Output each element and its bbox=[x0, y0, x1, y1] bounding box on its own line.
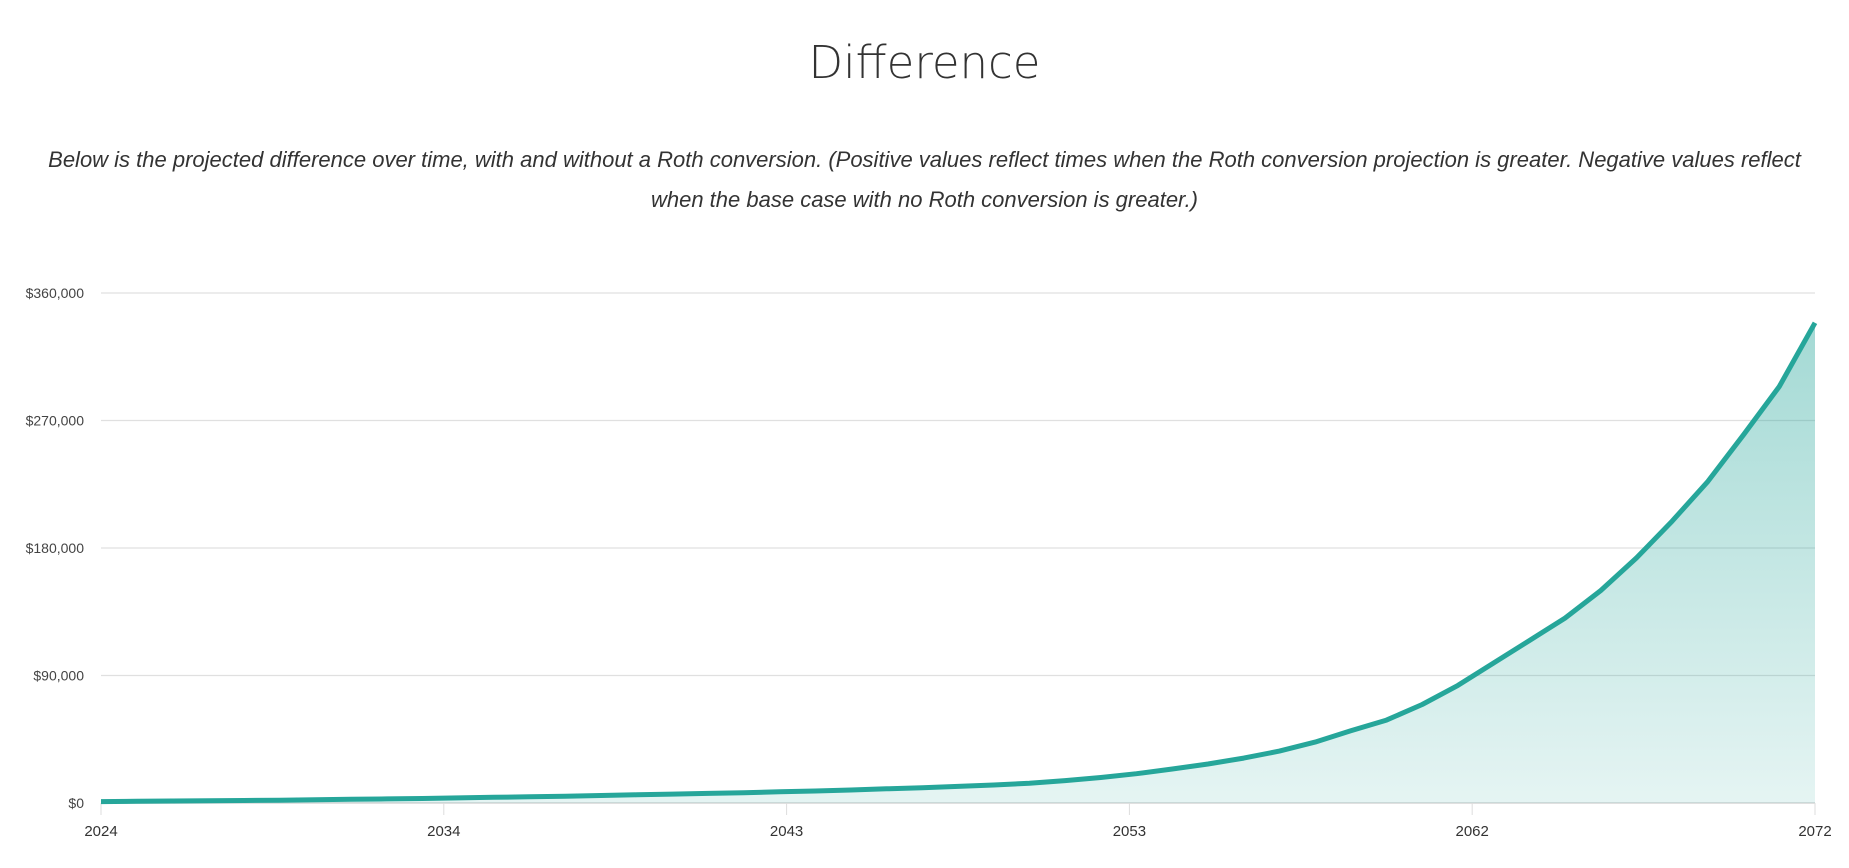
data-point-2043 bbox=[777, 789, 782, 794]
data-point-2029 bbox=[277, 798, 282, 803]
data-point-2028 bbox=[241, 798, 246, 803]
y-tick-label: $90,000 bbox=[33, 668, 84, 684]
data-point-2049 bbox=[991, 783, 996, 788]
area-fill bbox=[101, 322, 1815, 803]
data-point-2068 bbox=[1670, 519, 1675, 524]
x-tick-label: 2034 bbox=[427, 823, 460, 840]
data-point-2066 bbox=[1598, 588, 1603, 593]
x-tick-label: 2053 bbox=[1113, 823, 1146, 840]
data-point-2032 bbox=[384, 796, 389, 801]
chart-title: Difference bbox=[808, 36, 1041, 89]
data-point-2026 bbox=[170, 799, 175, 804]
data-point-2024 bbox=[99, 799, 104, 804]
data-point-2033 bbox=[420, 796, 425, 801]
data-point-2030 bbox=[313, 797, 318, 802]
data-point-2031 bbox=[348, 797, 353, 802]
data-point-2060 bbox=[1384, 718, 1389, 723]
y-tick-label: $360,000 bbox=[26, 285, 85, 301]
data-point-2027 bbox=[206, 798, 211, 803]
data-point-2069 bbox=[1705, 479, 1710, 484]
data-point-2048 bbox=[956, 784, 961, 789]
data-point-2063 bbox=[1491, 661, 1496, 666]
data-point-2057 bbox=[1277, 749, 1282, 754]
data-point-2062 bbox=[1455, 683, 1460, 688]
data-point-2044 bbox=[813, 788, 818, 793]
data-point-2040 bbox=[670, 792, 675, 797]
data-point-2045 bbox=[848, 787, 853, 792]
data-point-2054 bbox=[1170, 767, 1175, 772]
y-tick-label: $0 bbox=[68, 795, 84, 811]
data-point-2042 bbox=[741, 790, 746, 795]
data-point-2034 bbox=[456, 795, 461, 800]
x-tick-label: 2024 bbox=[84, 823, 117, 840]
data-point-2064 bbox=[1527, 638, 1532, 643]
data-point-2051 bbox=[1063, 778, 1068, 783]
data-point-2059 bbox=[1348, 728, 1353, 733]
x-tick-label: 2072 bbox=[1798, 823, 1831, 840]
data-point-2047 bbox=[920, 785, 925, 790]
data-point-2050 bbox=[1027, 781, 1032, 786]
data-point-2070 bbox=[1741, 432, 1746, 437]
data-point-2055 bbox=[1205, 762, 1210, 767]
data-point-2067 bbox=[1634, 555, 1639, 560]
data-point-2039 bbox=[634, 792, 639, 797]
y-tick-label: $270,000 bbox=[26, 413, 85, 429]
data-point-2072 bbox=[1813, 320, 1818, 325]
chart-description: Below is the projected difference over t… bbox=[48, 147, 1801, 212]
data-point-2035 bbox=[491, 795, 496, 800]
data-point-2071 bbox=[1777, 384, 1782, 389]
x-tick-label: 2062 bbox=[1456, 823, 1489, 840]
data-point-2037 bbox=[563, 794, 568, 799]
x-tick-label: 2043 bbox=[770, 823, 803, 840]
data-point-2058 bbox=[1313, 740, 1318, 745]
data-point-2025 bbox=[134, 799, 139, 804]
data-point-2065 bbox=[1563, 616, 1568, 621]
y-axis: $0 $90,000 $180,000 $270,000 $360,000 bbox=[26, 285, 85, 811]
x-axis: 2024 2034 2043 2053 2062 2072 bbox=[84, 803, 1832, 840]
series-line bbox=[100, 321, 1818, 805]
y-tick-label: $180,000 bbox=[26, 540, 85, 556]
data-point-2041 bbox=[706, 791, 711, 796]
data-point-2061 bbox=[1420, 702, 1425, 707]
data-point-2036 bbox=[527, 794, 532, 799]
data-point-2053 bbox=[1134, 771, 1139, 776]
data-point-2056 bbox=[1241, 756, 1246, 761]
data-point-2052 bbox=[1098, 775, 1103, 780]
data-point-2038 bbox=[598, 793, 603, 798]
data-point-2046 bbox=[884, 786, 889, 791]
